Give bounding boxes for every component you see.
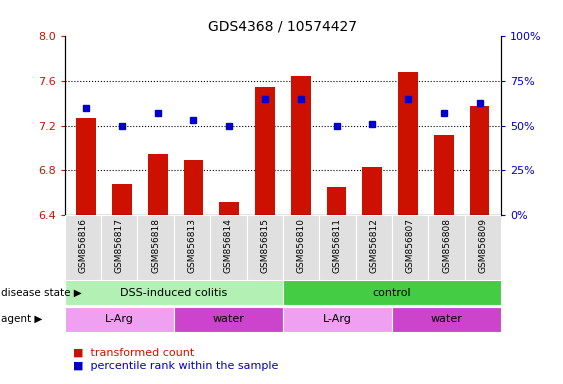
Bar: [392, 215, 428, 280]
Bar: [174, 215, 210, 280]
Text: GSM856813: GSM856813: [187, 218, 196, 273]
Text: disease state ▶: disease state ▶: [1, 288, 81, 298]
Bar: [327, 187, 346, 215]
Bar: [363, 167, 382, 215]
Bar: [112, 184, 132, 215]
Bar: [174, 307, 283, 332]
Bar: [283, 307, 392, 332]
Text: GSM856818: GSM856818: [151, 218, 160, 273]
Bar: [137, 215, 174, 280]
Text: GSM856809: GSM856809: [479, 218, 488, 273]
Text: GSM856815: GSM856815: [260, 218, 269, 273]
Text: water: water: [212, 314, 244, 324]
Bar: [428, 215, 464, 280]
Bar: [220, 202, 239, 215]
Text: L-Arg: L-Arg: [105, 314, 134, 324]
Bar: [398, 72, 418, 215]
Bar: [247, 215, 283, 280]
Title: GDS4368 / 10574427: GDS4368 / 10574427: [208, 20, 358, 34]
Text: DSS-induced colitis: DSS-induced colitis: [120, 288, 227, 298]
Text: GSM856817: GSM856817: [115, 218, 124, 273]
Bar: [184, 161, 203, 215]
Bar: [392, 307, 501, 332]
Text: GSM856812: GSM856812: [369, 218, 378, 273]
Text: GSM856808: GSM856808: [442, 218, 451, 273]
Text: GSM856816: GSM856816: [78, 218, 87, 273]
Bar: [148, 154, 168, 215]
Bar: [319, 215, 356, 280]
Bar: [65, 215, 101, 280]
Bar: [283, 280, 501, 305]
Text: ■  percentile rank within the sample: ■ percentile rank within the sample: [73, 361, 279, 371]
Text: ■  transformed count: ■ transformed count: [73, 348, 194, 358]
Text: GSM856814: GSM856814: [224, 218, 233, 273]
Bar: [65, 280, 283, 305]
Bar: [291, 76, 311, 215]
Bar: [464, 215, 501, 280]
Text: L-Arg: L-Arg: [323, 314, 352, 324]
Text: GSM856810: GSM856810: [297, 218, 306, 273]
Bar: [101, 215, 137, 280]
Bar: [210, 215, 247, 280]
Bar: [77, 118, 96, 215]
Text: GSM856811: GSM856811: [333, 218, 342, 273]
Bar: [283, 215, 319, 280]
Text: agent ▶: agent ▶: [1, 314, 42, 324]
Bar: [470, 106, 489, 215]
Bar: [255, 87, 275, 215]
Text: water: water: [431, 314, 462, 324]
Bar: [65, 307, 174, 332]
Text: control: control: [373, 288, 412, 298]
Bar: [356, 215, 392, 280]
Text: GSM856807: GSM856807: [406, 218, 415, 273]
Bar: [434, 135, 454, 215]
